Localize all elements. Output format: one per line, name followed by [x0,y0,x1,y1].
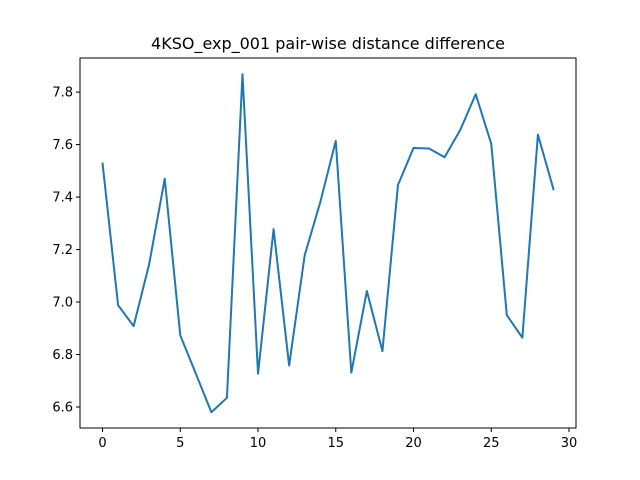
y-tick-label: 6.8 [52,348,73,363]
x-tick-label: 20 [405,436,422,451]
x-tick-label: 30 [561,436,578,451]
y-tick-label: 7.0 [52,296,73,311]
y-tick-label: 7.6 [52,138,73,153]
y-axis: 6.6 6.8 7.0 7.2 7.4 7.6 7.8 [52,86,80,416]
series-line [101,73,555,414]
x-tick-label: 5 [176,436,184,451]
y-tick-label: 7.2 [52,243,73,258]
y-tick-label: 6.6 [52,401,73,416]
chart-title: 4KSO_exp_001 pair-wise distance differen… [151,34,505,54]
y-tick-label: 7.4 [52,191,73,206]
x-tick-label: 25 [483,436,500,451]
x-tick-label: 15 [328,436,345,451]
x-tick-label: 10 [250,436,267,451]
x-axis: 0 5 10 15 20 25 30 [98,428,577,451]
y-tick-label: 7.8 [52,86,73,101]
plot-frame [79,57,577,429]
series-layer [101,73,555,414]
x-tick-label: 0 [98,436,106,451]
